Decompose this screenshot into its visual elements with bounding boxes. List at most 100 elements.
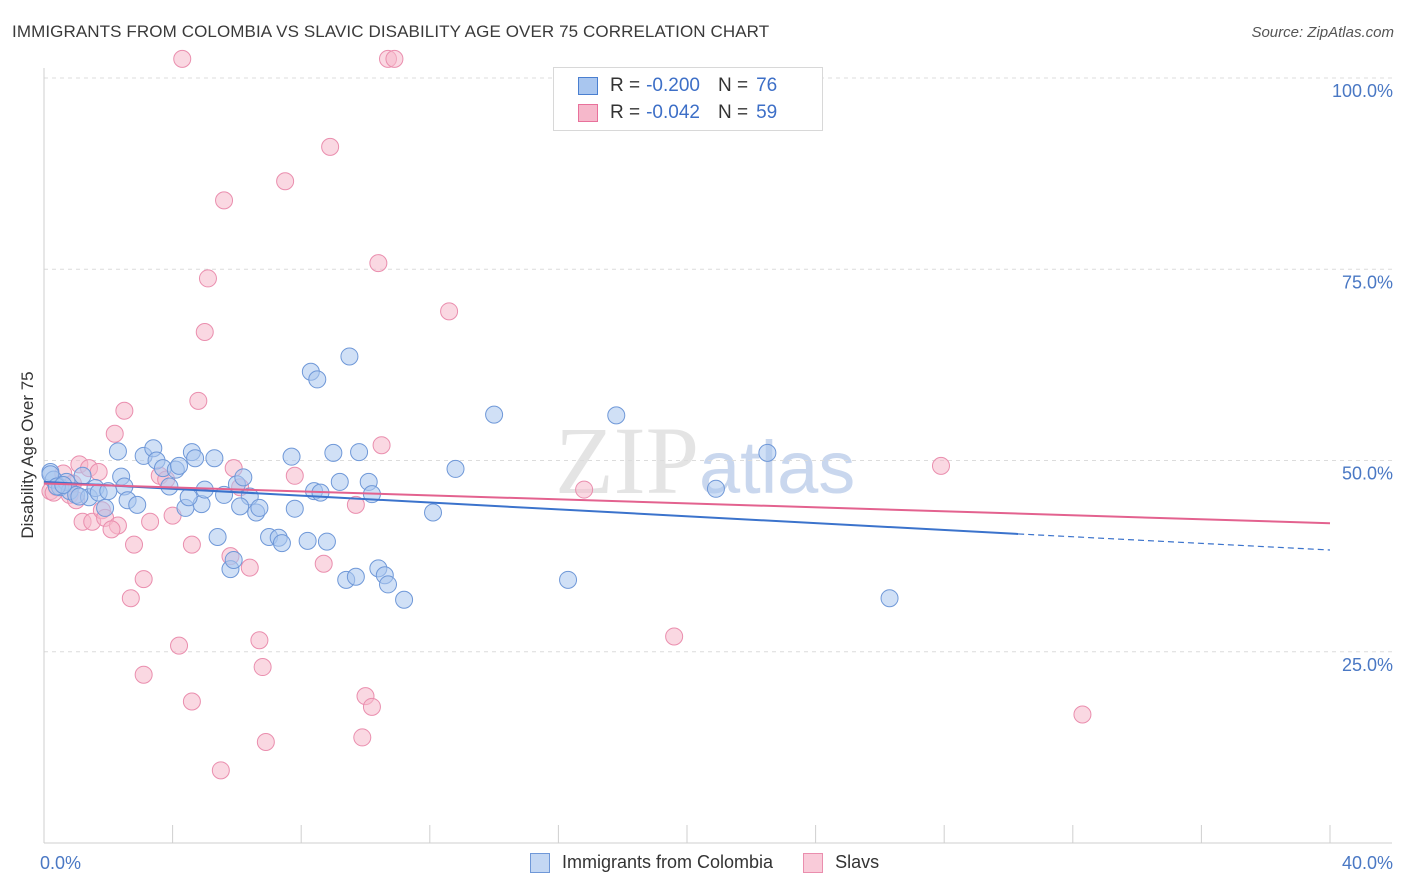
- data-point-slavs: [385, 49, 404, 68]
- data-point-colombia: [282, 447, 301, 466]
- data-point-colombia: [272, 534, 291, 553]
- legend-r-label: R =: [610, 75, 641, 96]
- legend-swatch-slavs: [803, 852, 824, 873]
- data-point-slavs: [321, 137, 340, 156]
- legend-n-label: N =: [717, 102, 749, 123]
- watermark-atlas: atlas: [699, 426, 856, 509]
- data-point-slavs: [170, 636, 189, 655]
- data-point-slavs: [665, 627, 684, 646]
- data-point-slavs: [134, 665, 153, 684]
- data-point-colombia: [706, 479, 725, 498]
- data-point-colombia: [559, 570, 578, 589]
- legend-swatch-slavs: [578, 104, 598, 122]
- legend-item-colombia[interactable]: Immigrants from Colombia: [530, 852, 773, 873]
- data-point-slavs: [256, 733, 275, 752]
- data-point-slavs: [285, 466, 304, 485]
- trendline-colombia-projection: [1018, 533, 1331, 551]
- data-point-colombia: [340, 347, 359, 366]
- data-point-colombia: [234, 468, 253, 487]
- data-point-slavs: [1073, 705, 1092, 724]
- legend-row-colombia: R = -0.200 N = 76: [578, 73, 777, 99]
- y-axis-label: Disability Age Over 75: [18, 371, 37, 538]
- data-point-colombia: [224, 550, 243, 569]
- data-point-colombia: [250, 498, 269, 517]
- data-point-colombia: [285, 499, 304, 518]
- data-point-colombia: [346, 567, 365, 586]
- legend-n-value-colombia: 76: [756, 75, 778, 96]
- data-point-slavs: [353, 728, 372, 747]
- data-point-slavs: [575, 480, 594, 499]
- data-point-colombia: [186, 449, 205, 468]
- x-tick-label: 40.0%: [1342, 853, 1393, 873]
- data-point-slavs: [362, 697, 381, 716]
- data-point-slavs: [440, 302, 459, 321]
- legend-n-label: N =: [717, 75, 749, 96]
- y-tick-label: 25.0%: [1342, 655, 1393, 675]
- chart-title: IMMIGRANTS FROM COLOMBIA VS SLAVIC DISAB…: [12, 22, 770, 41]
- data-point-slavs: [931, 456, 950, 475]
- legend-r-value-slavs: -0.042: [646, 102, 700, 123]
- data-point-slavs: [115, 401, 134, 420]
- data-point-slavs: [253, 658, 272, 677]
- data-point-slavs: [121, 589, 140, 608]
- y-tick-label: 75.0%: [1342, 272, 1393, 292]
- data-point-colombia: [308, 370, 327, 389]
- data-point-colombia: [446, 459, 465, 478]
- data-point-slavs: [211, 761, 230, 780]
- data-point-colombia: [758, 443, 777, 462]
- data-point-slavs: [215, 191, 234, 210]
- data-point-slavs: [198, 269, 217, 288]
- legend-swatch-colombia: [530, 852, 550, 873]
- data-point-slavs: [102, 520, 121, 539]
- data-point-colombia: [350, 443, 369, 462]
- data-point-colombia: [96, 498, 115, 517]
- correlation-legend: R = -0.200 N = 76 R = -0.042 N = 59: [553, 67, 823, 131]
- data-point-slavs: [314, 554, 333, 573]
- data-point-slavs: [125, 535, 144, 554]
- series-legend: Immigrants from Colombia Slavs: [530, 852, 909, 873]
- data-point-colombia: [205, 449, 224, 468]
- data-point-slavs: [372, 436, 391, 455]
- data-point-colombia: [607, 406, 626, 425]
- data-point-colombia: [298, 531, 317, 550]
- data-point-slavs: [250, 631, 269, 650]
- legend-r-label: R =: [610, 102, 641, 123]
- data-point-colombia: [170, 456, 189, 475]
- data-point-colombia: [324, 443, 343, 462]
- trendline-colombia: [43, 480, 1019, 535]
- chart-source: Source: ZipAtlas.com: [1251, 24, 1394, 41]
- data-point-colombia: [128, 495, 147, 514]
- legend-label-colombia: Immigrants from Colombia: [562, 852, 774, 872]
- data-point-colombia: [73, 466, 92, 485]
- legend-item-slavs[interactable]: Slavs: [803, 852, 879, 873]
- data-point-colombia: [179, 488, 198, 507]
- data-point-slavs: [189, 391, 208, 410]
- data-point-slavs: [105, 424, 124, 443]
- y-tick-label: 50.0%: [1342, 464, 1393, 484]
- x-tick-label: 0.0%: [40, 853, 81, 873]
- data-point-colombia: [317, 532, 336, 551]
- data-point-colombia: [330, 472, 349, 491]
- legend-row-slavs: R = -0.042 N = 59: [578, 100, 777, 126]
- legend-swatch-colombia: [578, 77, 598, 95]
- data-point-colombia: [99, 482, 118, 501]
- data-point-colombia: [395, 590, 414, 609]
- data-point-colombia: [880, 589, 899, 608]
- data-point-colombia: [70, 487, 89, 506]
- data-point-slavs: [276, 172, 295, 191]
- legend-r-value-colombia: -0.200: [646, 75, 700, 96]
- data-point-slavs: [182, 535, 201, 554]
- data-point-slavs: [369, 254, 388, 273]
- data-point-slavs: [240, 558, 259, 577]
- legend-label-slavs: Slavs: [835, 852, 880, 872]
- data-point-slavs: [173, 49, 192, 68]
- data-point-colombia: [424, 503, 443, 522]
- legend-n-value-slavs: 59: [756, 102, 778, 123]
- y-tick-label: 100.0%: [1332, 81, 1393, 101]
- data-point-slavs: [134, 570, 153, 589]
- data-point-slavs: [346, 495, 365, 514]
- data-point-slavs: [195, 322, 214, 341]
- data-point-slavs: [141, 512, 160, 531]
- data-point-colombia: [108, 442, 127, 461]
